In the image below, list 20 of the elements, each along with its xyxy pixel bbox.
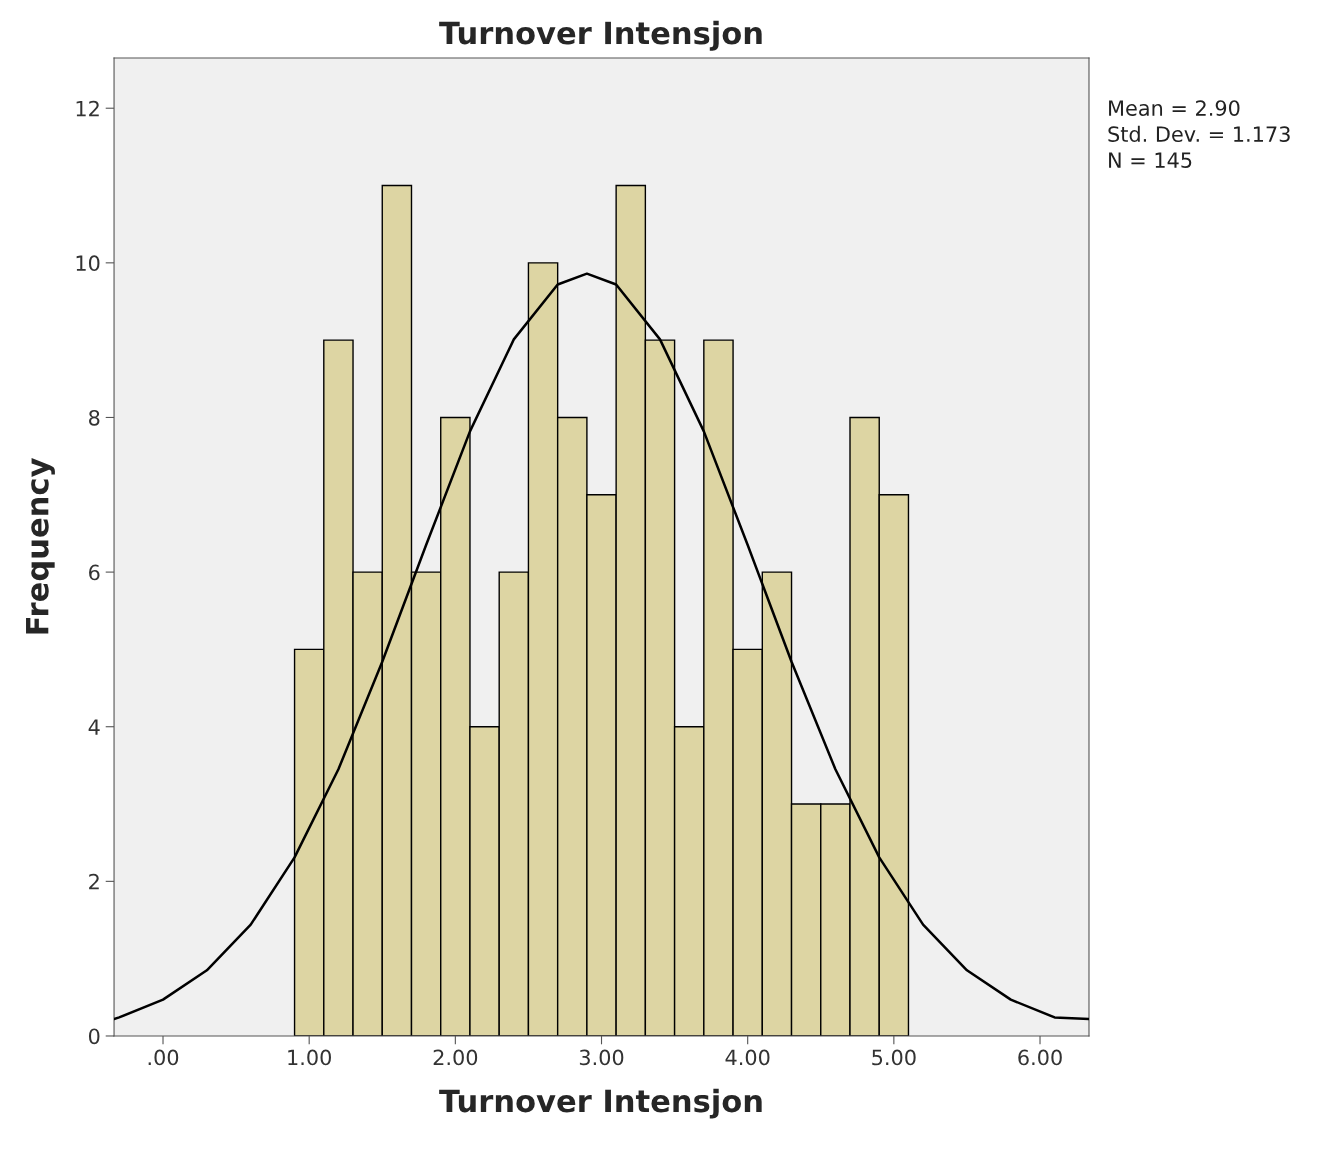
y-tick-label: 12: [76, 100, 99, 117]
x-tick-label: 4.00: [725, 1049, 770, 1066]
y-tick-label: 10: [76, 255, 100, 272]
x-tick-label: 2.00: [433, 1049, 478, 1066]
y-tick-label: 8: [89, 409, 100, 426]
y-tick-label: 4: [88, 719, 100, 735]
text: Mean = 2.90: [1109, 100, 1240, 116]
x-tick-label: 6.00: [1018, 1049, 1062, 1066]
y-tick-label: 2: [89, 873, 99, 890]
x-tick-label: 3.00: [579, 1049, 624, 1066]
text: N = 145: [1109, 152, 1192, 169]
text: Std. Dev. = 1.173: [1108, 125, 1290, 142]
x-tick-label: .00: [148, 1049, 179, 1066]
y-tick-label: 0: [88, 1028, 100, 1045]
x-axis-title: Turnover Intensjon: [439, 1088, 762, 1119]
x-tick-label: 1.00: [288, 1049, 331, 1066]
chart-title: Turnover Intensjon: [439, 20, 762, 51]
y-tick-label: 6: [89, 564, 100, 581]
y-axis-title: Frequency: [26, 458, 55, 634]
x-tick-label: 5.00: [872, 1049, 916, 1066]
